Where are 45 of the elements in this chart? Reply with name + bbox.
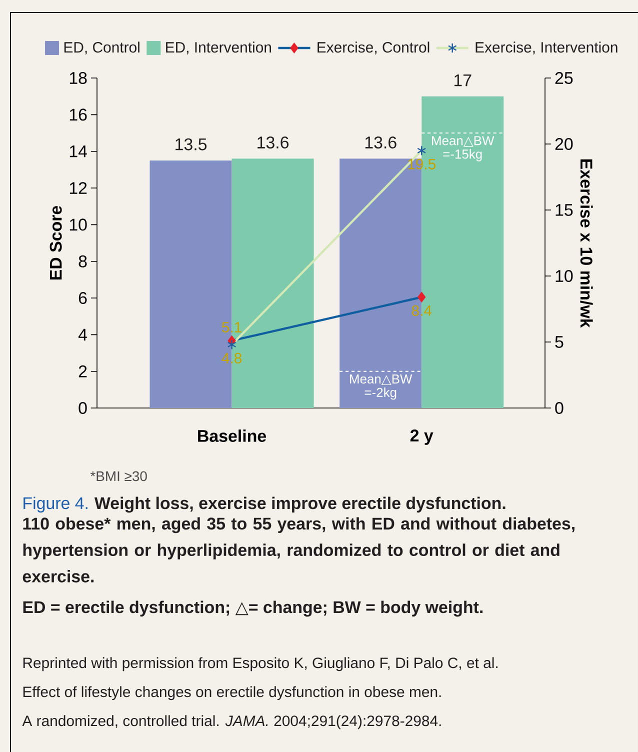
legend-label: ED, Intervention [166, 42, 272, 54]
y2-tick-label: 10 [556, 270, 573, 282]
text: 110 obese* men, aged 35 to 55 years, with ED and without diabetes, hypertension or hyperlipidemia, randomized to control or diet and exercise. [22, 517, 574, 582]
y-tick-label: 2 [78, 365, 87, 378]
y2-tick-label: 15 [556, 204, 573, 216]
data-label: 4.8 [222, 352, 242, 364]
y2-tick-label: 0 [555, 402, 564, 414]
x-tick-label: Baseline [198, 430, 266, 442]
text: Figure 4. [24, 496, 88, 513]
data-label: 17 [454, 74, 472, 86]
y-tick-label: 6 [78, 292, 87, 304]
y-tick-label: 8 [78, 255, 87, 268]
data-label: 13.6 [365, 136, 396, 148]
y-tick-label: 16 [70, 108, 87, 121]
annotation: Mean△BW =-2kg [350, 374, 412, 400]
legend-label: ED, Control [64, 42, 140, 54]
data-label: 8.4 [412, 305, 432, 316]
point [227, 340, 236, 350]
point [418, 292, 426, 302]
text: A randomized, controlled trial. JAMA. 2004;291(24):2978-2984. [22, 715, 441, 730]
y2-tick-label: 25 [555, 72, 573, 84]
y-tick-label: 10 [70, 218, 87, 231]
data-label: 13.5 [176, 138, 207, 150]
y-tick-label: 4 [78, 328, 87, 340]
y-axis-title: ED Score [50, 206, 62, 280]
y-tick-label: 18 [70, 72, 87, 84]
text: Reprinted with permission from Esposito K, Giugliano F, Di Palo C, et al. [23, 657, 498, 672]
y-tick-label: 0 [78, 402, 87, 414]
legend-label: Exercise, Intervention [476, 42, 618, 54]
annotation: Mean△BW =-15kg [432, 136, 494, 162]
y2-tick-label: 5 [555, 336, 564, 348]
y-tick-label: 12 [70, 182, 87, 194]
text: ED = erectile dysfunction; △= change; BW = body weight. [23, 600, 482, 617]
text: Weight loss, exercise improve erectile dysfunction. [94, 496, 506, 513]
text: *BMI ≥30 [90, 471, 147, 482]
data-label: 5.1 [222, 322, 242, 332]
legend-label: Exercise, Control [318, 42, 430, 54]
y2-tick-label: 20 [555, 138, 573, 150]
y2-axis-title: Exercise x 10 min/wk [580, 159, 593, 328]
data-label: 19.5 [408, 158, 436, 170]
data-label: 13.6 [258, 136, 289, 148]
point [417, 146, 426, 156]
y-tick-label: 14 [70, 146, 87, 158]
x-tick-label: 2 y [410, 430, 434, 445]
text: Effect of lifestyle changes on erectile dysfunction in obese men. [23, 686, 441, 700]
